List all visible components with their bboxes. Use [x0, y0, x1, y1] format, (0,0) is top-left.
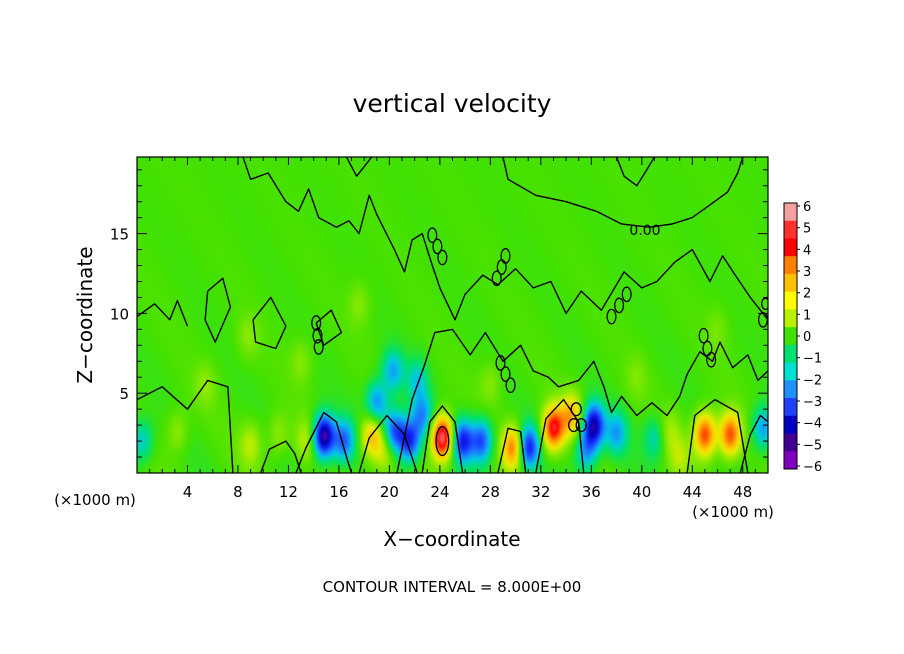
contour-loop-4: [432, 238, 443, 255]
contour-line-1: [295, 411, 353, 473]
colorbar-label-1: 5: [803, 222, 811, 237]
colorbar-label-9: −3: [803, 395, 822, 410]
x-tick-label-12: 12: [279, 483, 298, 501]
contour-line-10: [252, 296, 287, 350]
contour-loop-7: [496, 259, 507, 275]
colorbar-label-7: −1: [803, 352, 822, 367]
contour-line-8: [137, 299, 189, 327]
contour-loop-15: [495, 355, 506, 371]
colorbar-swatch-13: [784, 433, 797, 452]
colorbar-label-3: 3: [803, 265, 811, 280]
contour-interval-note: CONTOUR INTERVAL = 8.000E+00: [323, 578, 582, 596]
colorbar-swatch-5: [784, 291, 797, 310]
y-tick-label-5: 5: [119, 385, 129, 403]
colorbar-label-5: 1: [803, 308, 811, 323]
colorbar-swatch-8: [784, 344, 797, 363]
colorbar: 6 5 4 3 2 1 0 −1 −2 −3 −4 −5 −6: [783, 200, 822, 475]
contour-layer: [137, 157, 768, 473]
contour-loop-11: [606, 308, 617, 325]
contour-line-7: [137, 379, 234, 473]
colorbar-label-4: 2: [803, 287, 811, 302]
contour-loop-8: [491, 270, 502, 287]
x-tick-label-40: 40: [632, 483, 651, 501]
y-tick-label-10: 10: [110, 305, 129, 323]
x-tick-label-20: 20: [380, 483, 399, 501]
y-axis: 5 10 15: [110, 169, 768, 458]
x-unit-right: (×1000 m): [692, 503, 774, 521]
colorbar-swatch-6: [784, 309, 797, 328]
chart-title: vertical velocity: [353, 89, 552, 118]
contour-loop-18: [570, 402, 582, 417]
colorbar-swatch-2: [784, 238, 797, 257]
y-axis-label: Z−coordinate: [73, 246, 97, 383]
x-tick-label-28: 28: [481, 483, 500, 501]
contour-loop-2: [313, 339, 324, 355]
contour-loop-17: [505, 377, 516, 394]
x-tick-label-36: 36: [582, 483, 601, 501]
contour-loop-21: [435, 426, 450, 457]
colorbar-swatch-14: [784, 451, 797, 470]
contour-line-9: [204, 277, 232, 343]
contour-loop-3: [427, 227, 438, 244]
contour-loop-20: [575, 418, 587, 433]
colorbar-swatch-0: [784, 203, 797, 222]
colorbar-swatch-3: [784, 256, 797, 275]
x-tick-label-44: 44: [683, 483, 702, 501]
contour-line-17: [739, 414, 768, 473]
colorbar-label-8: −2: [803, 373, 822, 388]
contour-loop-9: [621, 286, 632, 303]
contour-label: 0.00: [629, 223, 660, 239]
contour-loop-23: [761, 297, 768, 311]
x-axis: 4 8 12 16 20 24 28 32 36 40 44 48: [149, 157, 756, 501]
contour-loop-19: [568, 418, 580, 433]
x-tick-label-48: 48: [733, 483, 752, 501]
y-tick-label-15: 15: [110, 226, 129, 244]
contour-line-3: [421, 405, 464, 473]
contour-line-6: [686, 398, 749, 473]
contour-loop-0: [311, 315, 322, 331]
contour-line-14: [615, 157, 656, 187]
contour-loop-12: [698, 327, 709, 344]
colorbar-swatch-9: [784, 362, 797, 381]
contour-line-0: [260, 440, 302, 473]
contour-loop-14: [706, 351, 717, 368]
colorbar-swatch-12: [784, 415, 797, 434]
x-tick-label-4: 4: [183, 483, 193, 501]
contour-line-12: [242, 157, 768, 321]
colorbar-label-10: −4: [803, 417, 822, 432]
contour-loop-10: [614, 297, 625, 314]
colorbar-label-2: 4: [803, 243, 811, 258]
contour-loop-16: [500, 366, 511, 382]
x-tick-label-16: 16: [329, 483, 348, 501]
contour-loop-5: [437, 249, 448, 266]
contour-loop-1: [312, 327, 323, 344]
contour-line-2: [358, 414, 418, 473]
contour-loop-22: [757, 311, 768, 328]
contour-line-4: [497, 427, 527, 473]
colorbar-label-6: 0: [803, 330, 811, 345]
contour-line-15: [345, 157, 373, 177]
colorbar-swatch-7: [784, 327, 797, 346]
colorbar-swatch-11: [784, 398, 797, 417]
colorbar-swatch-4: [784, 273, 797, 292]
colorbar-label-0: 6: [803, 200, 811, 215]
colorbar-label-12: −6: [803, 460, 822, 475]
x-unit-left: (×1000 m): [54, 491, 136, 509]
colorbar-swatch-1: [784, 220, 797, 239]
x-axis-label: X−coordinate: [383, 527, 520, 551]
contour-line-5: [535, 398, 585, 473]
x-tick-label-32: 32: [531, 483, 550, 501]
contour-line-13: [502, 157, 744, 228]
colorbar-label-11: −5: [803, 438, 822, 453]
plot-area: [137, 157, 768, 473]
x-tick-label-24: 24: [430, 483, 449, 501]
x-tick-label-8: 8: [233, 483, 243, 501]
colorbar-swatch-10: [784, 380, 797, 399]
